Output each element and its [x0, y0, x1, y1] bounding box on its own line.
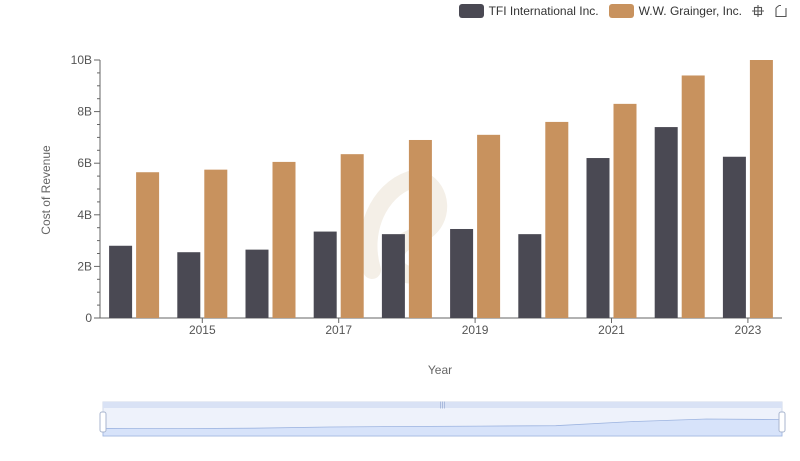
- bar-grainger-2017: [340, 154, 364, 318]
- bar-tfi-2018: [381, 234, 405, 318]
- bar-tfi-2016: [245, 249, 269, 318]
- y-tick-label: 6B: [77, 156, 92, 170]
- bar-grainger-2015: [204, 169, 228, 318]
- y-tick-label: 8B: [77, 105, 92, 119]
- legend-label-grainger: W.W. Grainger, Inc.: [638, 4, 742, 18]
- bar-grainger-2014: [136, 172, 160, 318]
- datazoom-left-handle[interactable]: [99, 411, 107, 433]
- legend-item-tfi[interactable]: TFI International Inc.: [458, 4, 599, 18]
- y-tick-label: 0: [85, 311, 92, 325]
- y-tick-label: 4B: [77, 208, 92, 222]
- x-tick-label: 2021: [598, 323, 625, 337]
- bar-grainger-2018: [408, 139, 432, 318]
- restore-icon[interactable]: [751, 4, 765, 18]
- bar-tfi-2023: [722, 156, 746, 318]
- x-tick-label: 2023: [735, 323, 762, 337]
- save-as-image-icon[interactable]: [774, 4, 788, 18]
- bar-tfi-2020: [518, 234, 542, 318]
- bar-tfi-2017: [313, 231, 337, 318]
- datazoom-grip: |||: [440, 402, 446, 409]
- x-tick-label: 2019: [462, 323, 489, 337]
- bar-grainger-2021: [613, 103, 637, 318]
- legend-swatch-tfi: [458, 4, 484, 18]
- datazoom-right-handle[interactable]: [778, 411, 786, 433]
- bar-grainger-2022: [681, 75, 705, 318]
- legend-label-tfi: TFI International Inc.: [488, 4, 599, 18]
- bar-grainger-2023: [749, 60, 773, 318]
- bar-tfi-2019: [450, 228, 474, 318]
- bar-grainger-2016: [272, 161, 296, 318]
- x-axis-title: Year: [427, 363, 453, 377]
- y-tick-label: 10B: [71, 53, 92, 67]
- bar-tfi-2015: [177, 252, 201, 318]
- legend: TFI International Inc. W.W. Grainger, In…: [449, 4, 788, 18]
- x-tick-label: 2015: [189, 323, 216, 337]
- bar-grainger-2020: [545, 121, 569, 318]
- bar-tfi-2014: [109, 245, 133, 318]
- datazoom-selection-bar: [103, 402, 782, 408]
- legend-item-grainger[interactable]: W.W. Grainger, Inc.: [608, 4, 742, 18]
- bar-tfi-2022: [654, 127, 678, 318]
- bar-grainger-2019: [477, 134, 501, 318]
- x-tick-label: 2017: [325, 323, 352, 337]
- legend-swatch-grainger: [608, 4, 634, 18]
- bar-tfi-2021: [586, 158, 610, 318]
- y-tick-label: 2B: [77, 259, 92, 273]
